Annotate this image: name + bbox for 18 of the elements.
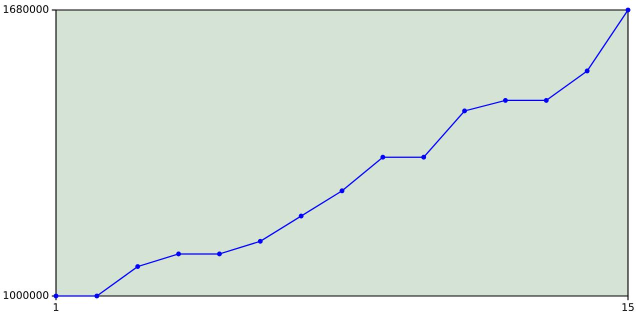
x-tick-label: 1 xyxy=(54,303,58,311)
point xyxy=(503,98,508,103)
point xyxy=(176,252,181,256)
point xyxy=(94,294,100,298)
point xyxy=(421,154,426,160)
point xyxy=(258,238,263,244)
x-tick-label: 15 xyxy=(622,303,634,312)
point xyxy=(380,154,386,160)
point xyxy=(217,252,222,256)
point xyxy=(298,214,304,219)
point xyxy=(626,8,630,12)
point xyxy=(135,264,140,269)
point xyxy=(462,108,467,114)
point xyxy=(544,98,549,103)
point xyxy=(584,68,590,74)
point xyxy=(340,188,344,194)
y-tick-label: 1680000 xyxy=(4,5,48,14)
y-tick-label: 1000000 xyxy=(4,291,48,300)
